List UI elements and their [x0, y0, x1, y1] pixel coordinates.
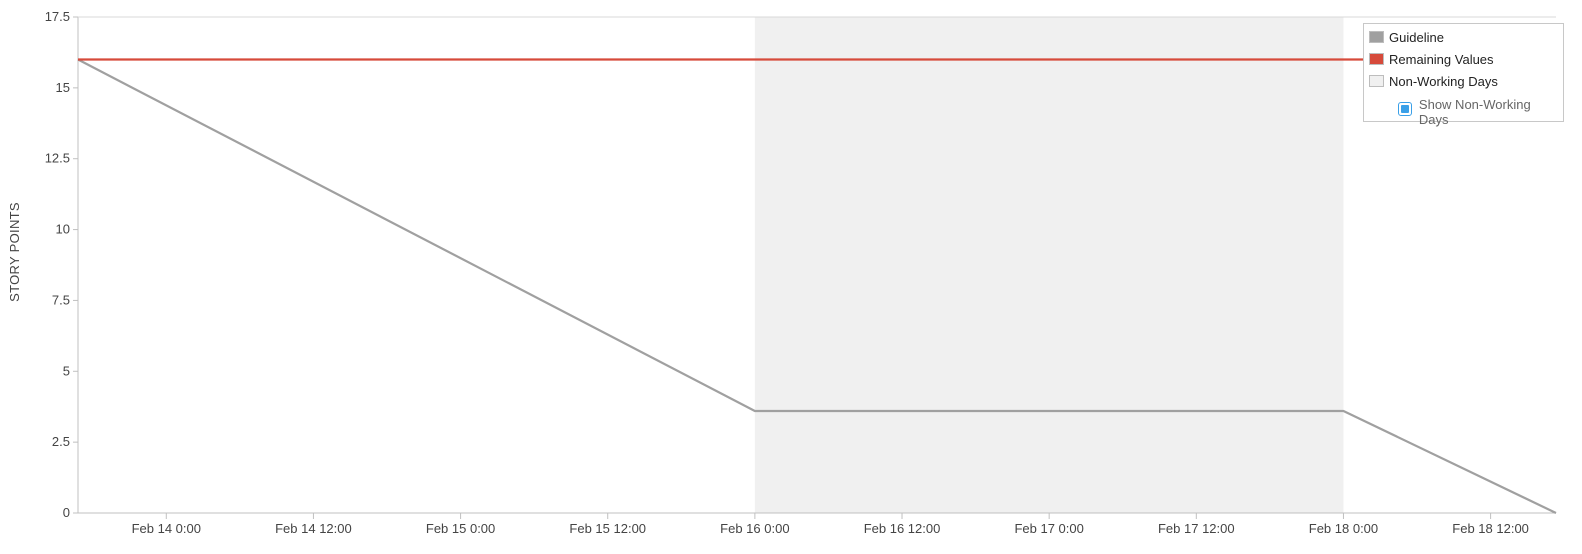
y-tick-label: 0: [63, 505, 70, 520]
y-tick-label: 2.5: [52, 434, 70, 449]
y-axis-title: STORY POINTS: [7, 202, 22, 302]
non-working-days-swatch-icon: [1369, 75, 1384, 87]
y-tick-label: 15: [56, 80, 70, 95]
non-working-days-band: [754, 17, 1344, 513]
legend-item-guideline[interactable]: Guideline: [1369, 29, 1444, 45]
x-tick-label: Feb 14 12:00: [275, 521, 352, 536]
x-tick-label: Feb 17 12:00: [1158, 521, 1235, 536]
x-tick-label: Feb 16 12:00: [864, 521, 941, 536]
x-tick-label: Feb 14 0:00: [132, 521, 201, 536]
y-tick-label: 12.5: [45, 151, 70, 166]
checkbox-checked-icon: [1401, 105, 1409, 113]
x-tick-label: Feb 15 0:00: [426, 521, 495, 536]
non-working-days-bands: [754, 17, 1344, 513]
guideline-swatch-icon: [1369, 31, 1384, 43]
y-tick-label: 5: [63, 363, 70, 378]
series-line-guideline: [77, 58, 1557, 514]
x-tick-label: Feb 18 0:00: [1309, 521, 1378, 536]
chart-legend: Guideline Remaining Values Non-Working D…: [1363, 23, 1564, 127]
x-tick-label: Feb 16 0:00: [720, 521, 789, 536]
legend-label-remaining-values: Remaining Values: [1389, 51, 1494, 67]
y-tick-label: 10: [56, 222, 70, 237]
legend-item-remaining-values[interactable]: Remaining Values: [1369, 51, 1494, 67]
legend-label-non-working-days: Non-Working Days: [1389, 73, 1498, 89]
legend-label-guideline: Guideline: [1389, 29, 1444, 45]
y-tick-label: 17.5: [45, 9, 70, 24]
show-non-working-days-label: Show Non-Working Days: [1418, 97, 1531, 127]
axes: [77, 16, 1556, 514]
show-non-working-days-checkbox[interactable]: [1398, 102, 1412, 116]
x-tick-label: Feb 17 0:00: [1014, 521, 1083, 536]
remaining-values-swatch-icon: [1369, 53, 1384, 65]
axis-ticks: 0 2.5 5 7.5 10 12.5 15 17.5 Feb 14 0:00 Feb 14 12…: [45, 9, 1529, 536]
show-non-working-days-toggle[interactable]: Show Non-Working Days: [1398, 97, 1563, 127]
y-tick-label: 7.5: [52, 292, 70, 307]
legend-item-non-working-days[interactable]: Non-Working Days: [1369, 73, 1498, 89]
x-tick-label: Feb 15 12:00: [569, 521, 646, 536]
x-tick-label: Feb 18 12:00: [1452, 521, 1529, 536]
series-lines: [77, 58, 1557, 514]
